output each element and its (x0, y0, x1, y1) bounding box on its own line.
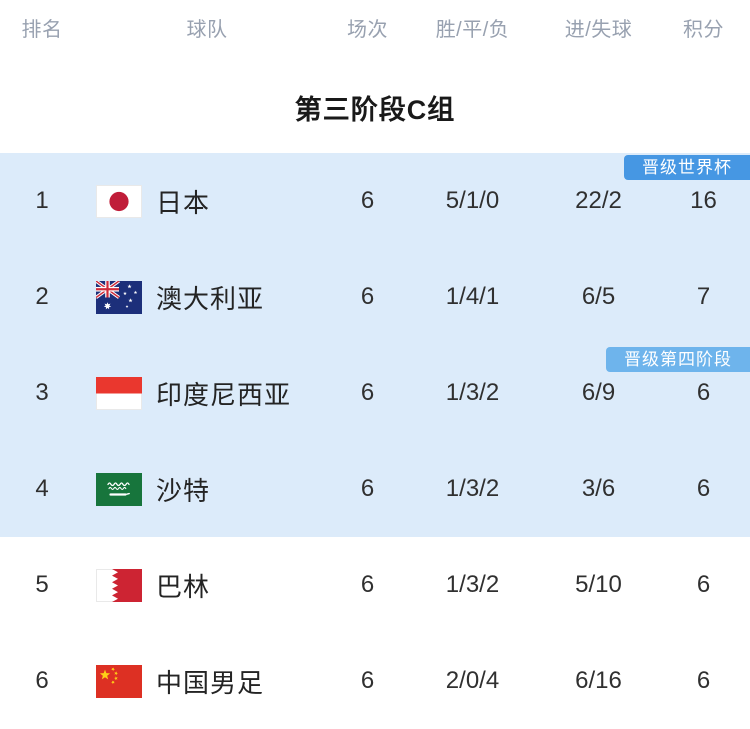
table-row[interactable]: 晋级世界杯 1 日本 6 5/1/0 22/2 16 (0, 153, 750, 249)
rank-cell: 4 (35, 475, 49, 502)
table-header: 排名 球队 场次 胜/平/负 进/失球 积分 (0, 0, 750, 54)
wdl-cell: 1/3/2 (445, 475, 500, 502)
header-rank: 排名 (21, 18, 63, 41)
rank-cell: 1 (35, 187, 49, 214)
header-points: 积分 (683, 18, 724, 41)
matches-cell: 6 (360, 667, 375, 694)
table-row[interactable]: 5 巴林 6 1/3/2 5/10 6 (0, 537, 750, 633)
wdl-cell: 5/1/0 (445, 187, 500, 214)
australia-flag-icon (96, 280, 142, 314)
team-cell: 日本 (84, 183, 330, 220)
matches-cell: 6 (360, 187, 375, 214)
saudi-arabia-flag-icon (96, 472, 142, 506)
matches-cell: 6 (360, 379, 375, 406)
table-row[interactable]: 4 沙特 6 1/3/2 3/6 6 (0, 441, 750, 537)
header-team: 球队 (186, 18, 228, 41)
matches-cell: 6 (360, 571, 375, 598)
rank-cell: 2 (35, 283, 49, 310)
points-cell: 6 (696, 571, 711, 598)
qualification-badge: 晋级第四阶段 (606, 347, 750, 372)
team-cell: 澳大利亚 (84, 279, 330, 316)
team-cell: 沙特 (84, 471, 330, 508)
goals-cell: 6/5 (581, 283, 616, 310)
wdl-cell: 1/4/1 (445, 283, 500, 310)
goals-cell: 22/2 (575, 187, 622, 214)
matches-cell: 6 (360, 475, 375, 502)
rank-cell: 3 (35, 379, 49, 406)
team-name: 日本 (156, 187, 211, 218)
table-row[interactable]: 6 中国男足 6 2/0/4 6/16 6 (0, 633, 750, 729)
qualification-badge: 晋级世界杯 (624, 155, 750, 180)
goals-cell: 5/10 (575, 571, 622, 598)
team-name: 中国男足 (156, 667, 265, 698)
rows-container: 晋级世界杯 1 日本 6 5/1/0 22/2 16 2 澳大利亚 6 1/4/… (0, 153, 750, 729)
header-matches: 场次 (347, 18, 388, 41)
team-cell: 巴林 (84, 567, 330, 604)
table-row[interactable]: 晋级第四阶段 3 印度尼西亚 6 1/3/2 6/9 6 (0, 345, 750, 441)
points-cell: 6 (696, 667, 711, 694)
matches-cell: 6 (360, 283, 375, 310)
team-name: 澳大利亚 (156, 283, 265, 314)
rank-cell: 5 (35, 571, 49, 598)
goals-cell: 6/9 (581, 379, 616, 406)
wdl-cell: 1/3/2 (445, 571, 500, 598)
team-name: 巴林 (156, 571, 211, 602)
header-wdl: 胜/平/负 (435, 18, 510, 41)
table-row[interactable]: 2 澳大利亚 6 1/4/1 6/5 7 (0, 249, 750, 345)
points-cell: 6 (696, 475, 711, 502)
wdl-cell: 2/0/4 (445, 667, 500, 694)
goals-cell: 3/6 (581, 475, 616, 502)
team-name: 印度尼西亚 (156, 379, 292, 410)
indonesia-flag-icon (96, 376, 142, 410)
points-cell: 6 (696, 379, 711, 406)
rank-cell: 6 (35, 667, 49, 694)
group-title: 第三阶段C组 (294, 95, 456, 125)
team-cell: 中国男足 (84, 663, 330, 700)
standings-table: 排名 球队 场次 胜/平/负 进/失球 积分 第三阶段C组 晋级世界杯 1 日本… (0, 0, 750, 698)
header-goals: 进/失球 (564, 18, 633, 41)
points-cell: 7 (696, 283, 711, 310)
team-name: 沙特 (156, 475, 211, 506)
wdl-cell: 1/3/2 (445, 379, 500, 406)
bahrain-flag-icon (96, 568, 142, 602)
points-cell: 16 (690, 187, 717, 214)
goals-cell: 6/16 (575, 667, 622, 694)
team-cell: 印度尼西亚 (84, 375, 330, 412)
china-flag-icon (96, 664, 142, 698)
japan-flag-icon (96, 184, 142, 218)
